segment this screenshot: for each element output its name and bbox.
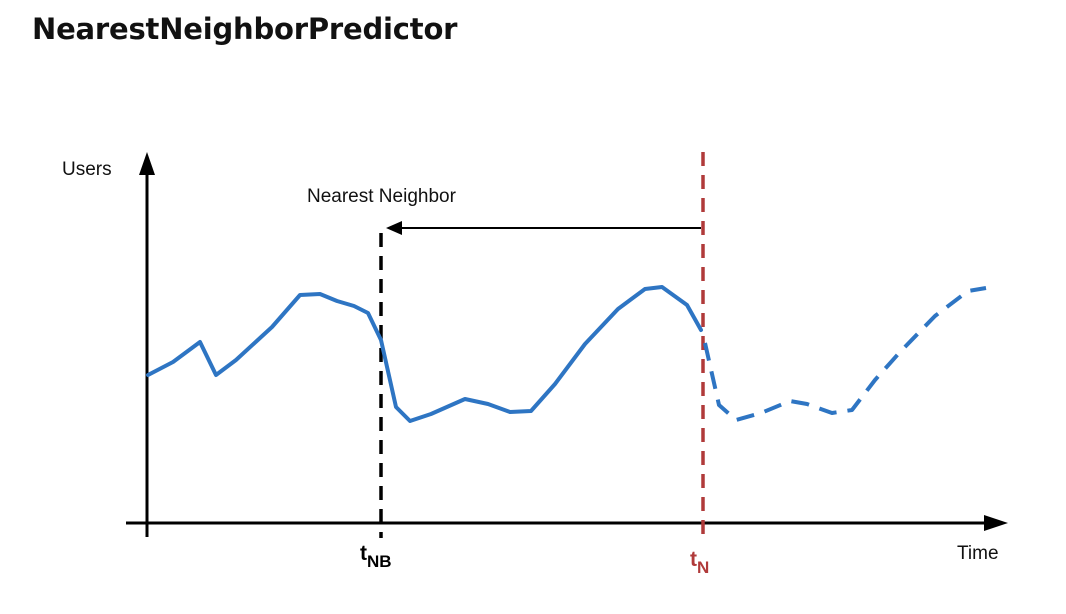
- y-axis-label: Users: [62, 159, 112, 180]
- current-time-label: tN: [690, 548, 709, 577]
- forecast-series-line: [703, 286, 987, 422]
- nearest-neighbor-arrowhead: [386, 221, 402, 235]
- x-axis-label: Time: [957, 543, 999, 564]
- y-axis-arrowhead: [139, 152, 155, 175]
- neighbor-time-subscript: NB: [367, 552, 392, 571]
- current-time-base: t: [690, 548, 697, 571]
- page-title: NearestNeighborPredictor: [32, 12, 458, 46]
- neighbor-time-label: tNB: [360, 542, 392, 571]
- neighbor-time-base: t: [360, 542, 367, 565]
- history-series-line: [146, 285, 703, 423]
- current-time-subscript: N: [697, 558, 709, 577]
- x-axis-arrowhead: [984, 515, 1008, 531]
- nearest-neighbor-label: Nearest Neighbor: [307, 186, 457, 207]
